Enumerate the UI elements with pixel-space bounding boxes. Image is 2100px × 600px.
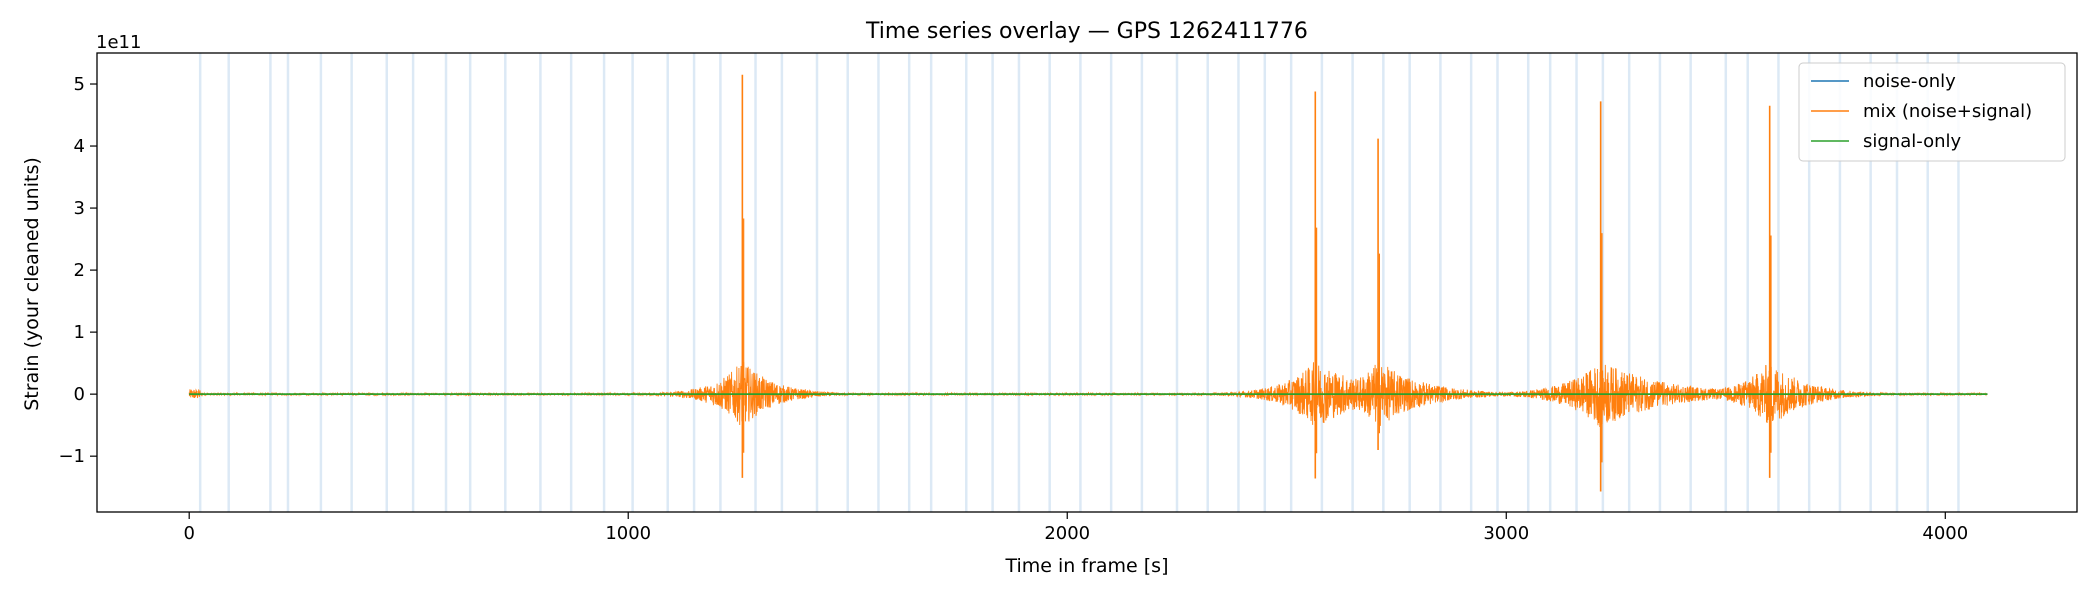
legend: noise-only mix (noise+signal) signal-only [1798, 62, 2066, 162]
legend-label: mix (noise+signal) [1863, 101, 2032, 122]
y-multiplier-label: 1e11 [96, 32, 141, 53]
axes-frame [96, 52, 2078, 513]
legend-box [1798, 62, 2066, 162]
x-tick-label: 1000 [605, 523, 651, 544]
chart-title: Time series overlay — GPS 1262411776 [865, 19, 1308, 44]
y-tick-label: −1 [58, 446, 85, 467]
x-axis-label: Time in frame [s] [1004, 555, 1168, 577]
x-tick-label: 4000 [1922, 523, 1968, 544]
x-tick-label: 0 [183, 523, 194, 544]
y-tick-label: 5 [74, 74, 85, 95]
y-tick-label: 4 [74, 136, 85, 157]
y-tick-label: 1 [74, 322, 85, 343]
x-tick-label: 3000 [1483, 523, 1529, 544]
legend-label: signal-only [1863, 131, 1961, 152]
y-axis-label: Strain (your cleaned units) [21, 157, 43, 411]
legend-label: noise-only [1863, 71, 1956, 92]
y-tick-label: 0 [74, 384, 85, 405]
y-tick-label: 3 [74, 198, 85, 219]
y-tick-label: 2 [74, 260, 85, 281]
x-tick-label: 2000 [1044, 523, 1090, 544]
